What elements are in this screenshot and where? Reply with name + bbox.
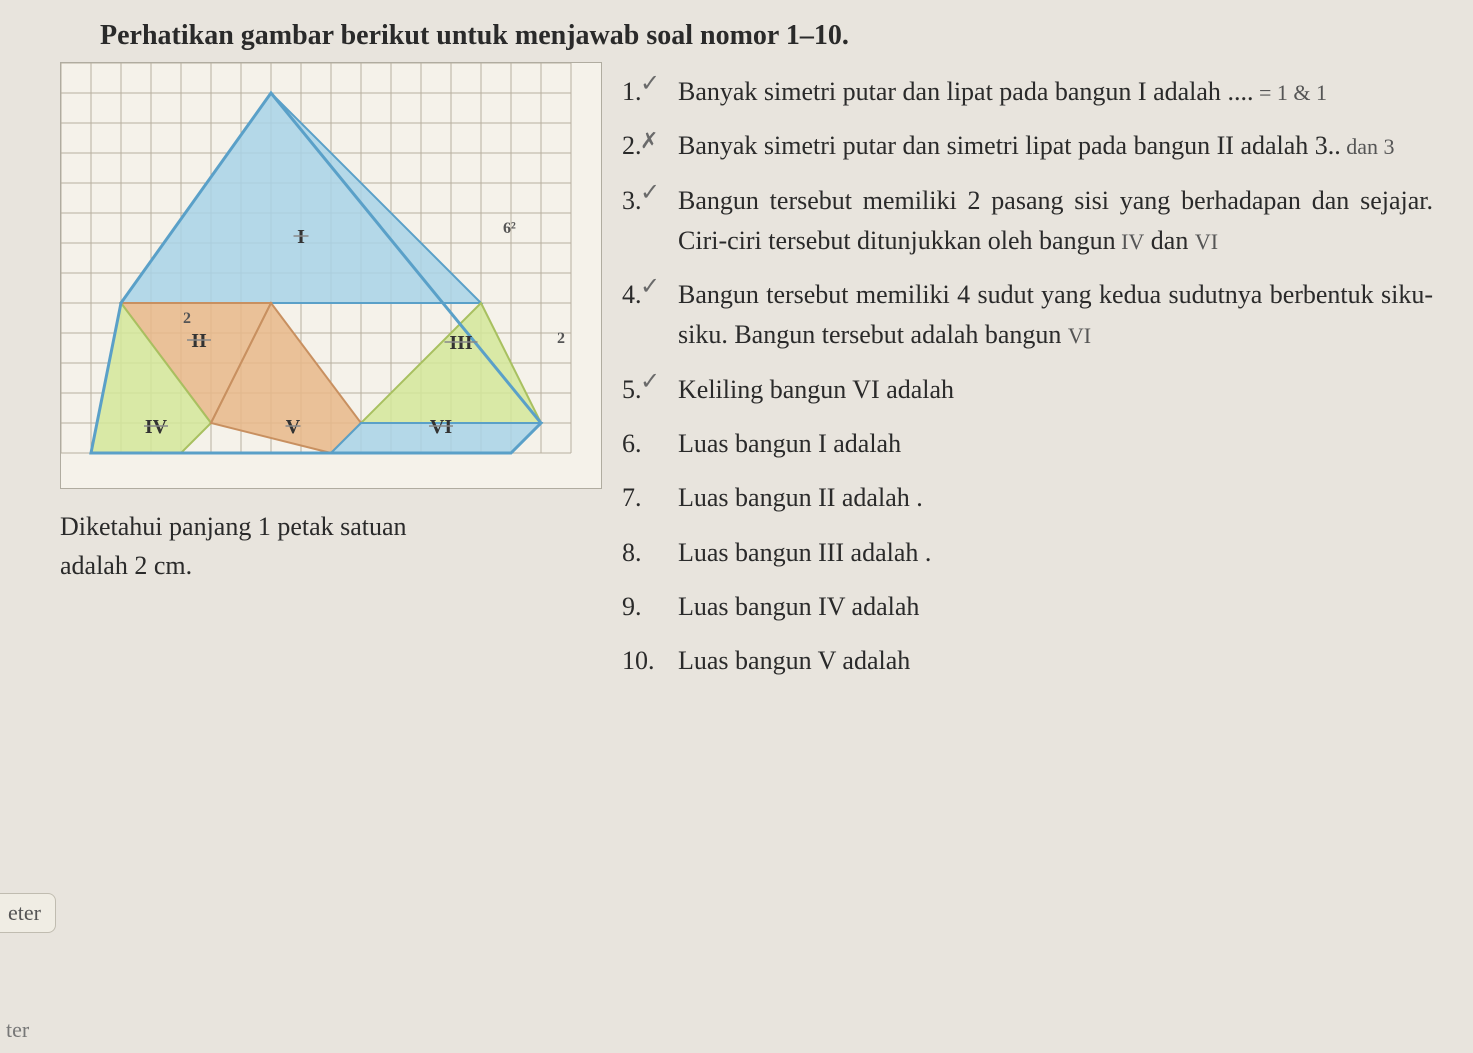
question-9: 9. Luas bangun IV adalah [622, 587, 1433, 627]
side-tab-ter: ter [0, 1017, 29, 1043]
question-text: Luas bangun II adalah . [678, 478, 1433, 518]
svg-text:IV: IV [145, 416, 168, 438]
question-number: 5. ✓ [622, 370, 678, 410]
question-number: 6. [622, 424, 678, 464]
questions-column: 1. ✓ Banyak simetri putar dan lipat pada… [622, 62, 1433, 696]
question-8: 8. Luas bangun III adalah . [622, 533, 1433, 573]
handwritten-answer: dan 3 [1341, 134, 1395, 159]
question-number: 1. ✓ [622, 72, 678, 112]
question-3: 3. ✓ Bangun tersebut memiliki 2 pasang s… [622, 181, 1433, 262]
question-text: Banyak simetri putar dan lipat pada bang… [678, 72, 1433, 112]
figure-caption: Diketahui panjang 1 petak satuan adalah … [60, 507, 602, 585]
question-text: Luas bangun I adalah [678, 424, 1433, 464]
question-text: Luas bangun III adalah . [678, 533, 1433, 573]
question-2: 2. ✗ Banyak simetri putar dan simetri li… [622, 126, 1433, 166]
svg-text:V: V [286, 416, 301, 438]
left-column: IIIIIIIVVVI6²22 Diketahui panjang 1 peta… [60, 62, 602, 696]
question-6: 6. Luas bangun I adalah [622, 424, 1433, 464]
svg-text:I: I [297, 226, 305, 248]
check-icon: ✓ [640, 175, 660, 212]
question-number: 4. ✓ [622, 275, 678, 315]
content-row: IIIIIIIVVVI6²22 Diketahui panjang 1 peta… [60, 62, 1433, 696]
caption-line-1: Diketahui panjang 1 petak satuan [60, 512, 407, 541]
handwritten-answer: IV [1116, 229, 1145, 254]
question-number: 2. ✗ [622, 126, 678, 166]
question-text: Luas bangun IV adalah [678, 587, 1433, 627]
check-icon: ✓ [640, 364, 660, 401]
caption-line-2: adalah 2 cm. [60, 551, 192, 580]
question-number: 9. [622, 587, 678, 627]
question-text: Bangun tersebut memiliki 4 sudut yang ke… [678, 275, 1433, 356]
handwritten-answer: VI [1068, 323, 1091, 348]
question-number: 3. ✓ [622, 181, 678, 221]
svg-text:2: 2 [183, 310, 191, 327]
question-number: 7. [622, 478, 678, 518]
svg-text:VI: VI [430, 416, 452, 438]
handwritten-answer: = 1 & 1 [1253, 80, 1327, 105]
question-7: 7. Luas bangun II adalah . [622, 478, 1433, 518]
check-icon: ✓ [640, 269, 660, 306]
svg-text:2: 2 [557, 330, 565, 347]
svg-text:II: II [191, 330, 207, 352]
geometry-figure: IIIIIIIVVVI6²22 [61, 63, 601, 483]
question-number: 8. [622, 533, 678, 573]
question-4: 4. ✓ Bangun tersebut memiliki 4 sudut ya… [622, 275, 1433, 356]
svg-text:6²: 6² [503, 220, 516, 237]
question-text: Banyak simetri putar dan simetri lipat p… [678, 126, 1433, 166]
question-text: Bangun tersebut memiliki 2 pasang sisi y… [678, 181, 1433, 262]
side-tab-eter: eter [0, 893, 56, 933]
question-5: 5. ✓ Keliling bangun VI adalah [622, 370, 1433, 410]
question-text: Keliling bangun VI adalah [678, 370, 1433, 410]
question-10: 10. Luas bangun V adalah [622, 641, 1433, 681]
svg-text:III: III [449, 332, 473, 354]
figure-container: IIIIIIIVVVI6²22 [60, 62, 602, 489]
cross-icon: ✗ [640, 124, 658, 158]
question-1: 1. ✓ Banyak simetri putar dan lipat pada… [622, 72, 1433, 112]
question-number: 10. [622, 641, 678, 681]
page-heading: Perhatikan gambar berikut untuk menjawab… [60, 20, 1433, 52]
check-icon: ✓ [640, 66, 660, 103]
question-text: Luas bangun V adalah [678, 641, 1433, 681]
handwritten-answer: VI [1195, 229, 1218, 254]
